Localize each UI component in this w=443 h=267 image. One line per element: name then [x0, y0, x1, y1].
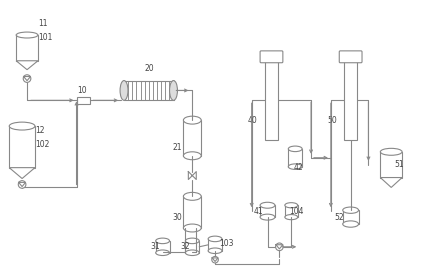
Text: 31: 31: [151, 242, 160, 251]
Ellipse shape: [170, 81, 178, 100]
Bar: [77, 97, 90, 104]
Ellipse shape: [343, 207, 358, 213]
Text: 50: 50: [327, 116, 337, 125]
Ellipse shape: [9, 122, 35, 130]
Bar: [9, 126, 35, 168]
Text: 52: 52: [335, 213, 345, 222]
Polygon shape: [16, 61, 38, 70]
Bar: [260, 205, 275, 217]
Circle shape: [212, 256, 218, 263]
Ellipse shape: [16, 32, 38, 38]
Bar: [16, 35, 38, 61]
Bar: [208, 239, 222, 251]
Text: 11: 11: [38, 19, 47, 28]
Bar: [265, 61, 278, 140]
Ellipse shape: [183, 224, 201, 232]
FancyBboxPatch shape: [260, 51, 283, 63]
Ellipse shape: [208, 236, 222, 242]
Bar: [155, 241, 170, 253]
Ellipse shape: [260, 214, 275, 220]
Ellipse shape: [343, 221, 358, 227]
Text: 20: 20: [145, 64, 155, 73]
Text: 104: 104: [289, 207, 304, 216]
Text: 101: 101: [38, 33, 52, 41]
Ellipse shape: [183, 116, 201, 124]
Bar: [183, 120, 201, 156]
Text: 32: 32: [180, 242, 190, 251]
Ellipse shape: [185, 238, 199, 244]
Bar: [285, 205, 298, 217]
Circle shape: [23, 75, 31, 83]
Ellipse shape: [288, 164, 302, 170]
Ellipse shape: [208, 248, 222, 254]
Ellipse shape: [260, 202, 275, 208]
Ellipse shape: [120, 81, 128, 100]
Text: 42: 42: [293, 163, 303, 172]
Text: 51: 51: [394, 160, 404, 169]
Text: 40: 40: [248, 116, 257, 125]
Ellipse shape: [288, 146, 302, 152]
Ellipse shape: [155, 238, 170, 244]
Ellipse shape: [185, 250, 199, 256]
Circle shape: [276, 243, 283, 251]
Bar: [183, 196, 201, 228]
Text: 102: 102: [35, 140, 49, 149]
Ellipse shape: [285, 203, 298, 208]
Bar: [185, 241, 199, 253]
Text: 21: 21: [172, 143, 182, 152]
Ellipse shape: [183, 152, 201, 160]
Bar: [344, 61, 357, 140]
Ellipse shape: [381, 148, 402, 155]
Ellipse shape: [155, 250, 170, 256]
Text: 41: 41: [254, 207, 263, 216]
Bar: [343, 210, 358, 224]
Polygon shape: [381, 178, 402, 187]
Bar: [288, 149, 302, 167]
Ellipse shape: [285, 215, 298, 220]
Circle shape: [18, 181, 26, 188]
Ellipse shape: [183, 193, 201, 200]
Text: 10: 10: [78, 86, 87, 95]
Text: 103: 103: [219, 239, 233, 248]
Polygon shape: [9, 168, 35, 179]
FancyBboxPatch shape: [339, 51, 362, 63]
Text: 12: 12: [35, 125, 44, 135]
Text: 30: 30: [172, 213, 182, 222]
Bar: [381, 152, 402, 178]
